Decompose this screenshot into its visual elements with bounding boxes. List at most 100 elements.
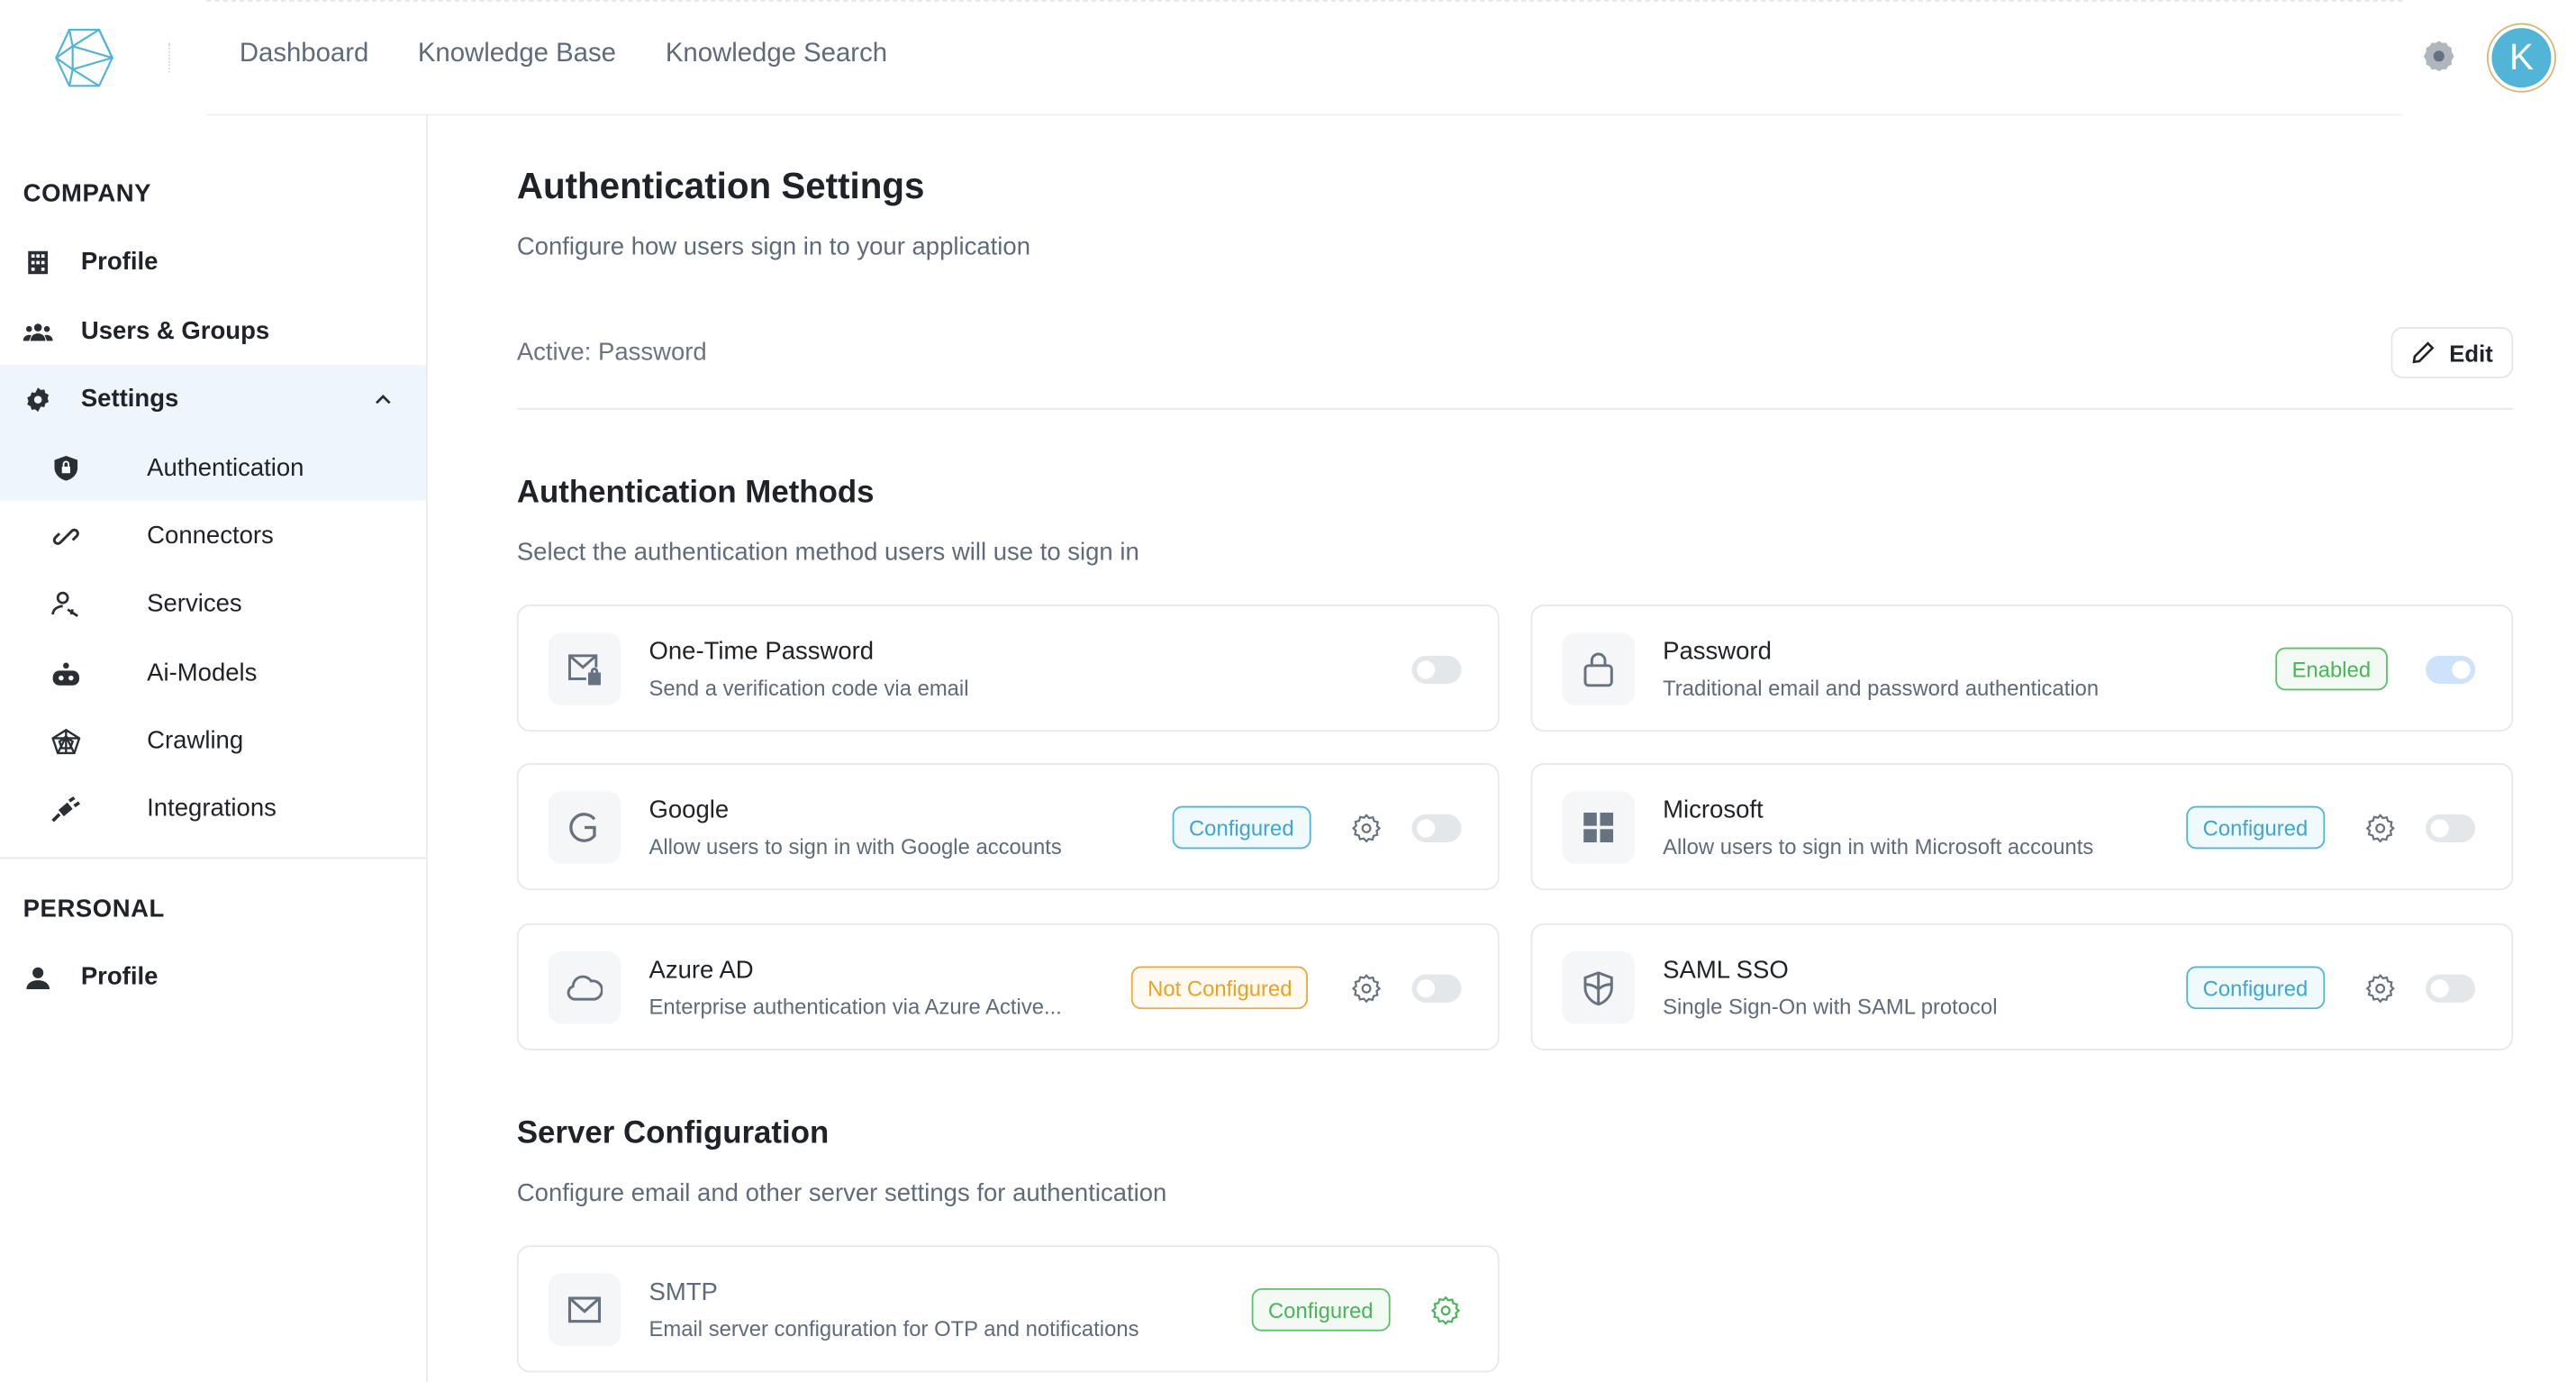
method-card-azure-ad: Azure AD Enterprise authentication via A… bbox=[516, 923, 1500, 1050]
server-card-smtp: SMTP Email server configuration for OTP … bbox=[516, 1245, 1500, 1373]
gear-icon[interactable] bbox=[2364, 813, 2396, 844]
server-title: SMTP bbox=[649, 1277, 718, 1307]
method-title: Microsoft bbox=[1663, 796, 1764, 824]
method-title: Password bbox=[1663, 637, 1772, 666]
method-title: SAML SSO bbox=[1663, 956, 1789, 985]
lock-icon bbox=[1562, 632, 1635, 705]
status-badge: Enabled bbox=[2275, 647, 2388, 691]
avatar[interactable]: K bbox=[2486, 23, 2556, 93]
hexagon-logo[interactable] bbox=[53, 26, 116, 89]
active-method: Active: Password bbox=[516, 338, 707, 367]
pencil-icon bbox=[2413, 341, 2435, 364]
sidebar-divider bbox=[0, 857, 426, 859]
top-header: Dashboard Knowledge Base Knowledge Searc… bbox=[0, 0, 2576, 116]
azure-ad-toggle[interactable] bbox=[1411, 974, 1462, 1003]
header-bottom-border bbox=[206, 114, 2403, 116]
password-toggle[interactable] bbox=[2426, 655, 2476, 684]
sidebar-item-company-profile[interactable]: Profile bbox=[0, 228, 426, 295]
sidebar-item-label: Ai-Models bbox=[147, 659, 258, 687]
robot-icon bbox=[51, 659, 81, 688]
method-card-password: Password Traditional email and password … bbox=[1530, 604, 2514, 732]
google-toggle[interactable] bbox=[1411, 814, 1462, 842]
shield-lock-icon bbox=[51, 453, 81, 483]
sidebar-item-ai-models[interactable]: Ai-Models bbox=[0, 639, 426, 706]
method-card-saml-sso: SAML SSO Single Sign-On with SAML protoc… bbox=[1530, 923, 2514, 1050]
sidebar-item-integrations[interactable]: Integrations bbox=[0, 775, 426, 842]
header-top-border bbox=[206, 0, 2403, 2]
sidebar-item-users-groups[interactable]: Users & Groups bbox=[0, 297, 426, 365]
status-badge: Configured bbox=[1172, 805, 1311, 850]
plug-icon bbox=[51, 794, 81, 823]
users-icon bbox=[23, 316, 53, 346]
avatar-letter: K bbox=[2491, 28, 2552, 88]
gear-icon[interactable] bbox=[2421, 38, 2457, 74]
server-config-subtitle: Configure email and other server setting… bbox=[516, 1178, 1167, 1208]
sidebar-item-services[interactable]: Services bbox=[0, 569, 426, 637]
sidebar-item-label: Integrations bbox=[147, 794, 277, 823]
shield-icon bbox=[1562, 950, 1635, 1024]
sidebar-item-label: Connectors bbox=[147, 522, 274, 550]
header-separator bbox=[168, 42, 170, 73]
status-badge: Configured bbox=[2186, 805, 2325, 850]
otp-toggle[interactable] bbox=[1411, 655, 1462, 684]
gear-icon[interactable] bbox=[2364, 973, 2396, 1005]
link-icon bbox=[51, 521, 81, 550]
nav-knowledge-search[interactable]: Knowledge Search bbox=[665, 39, 888, 68]
method-desc: Allow users to sign in with Google accou… bbox=[649, 833, 1062, 859]
mail-lock-icon bbox=[548, 632, 621, 705]
sidebar-item-crawling[interactable]: Crawling bbox=[0, 707, 426, 775]
sidebar-item-label: Authentication bbox=[147, 454, 304, 483]
status-badge: Configured bbox=[1251, 1287, 1390, 1332]
cloud-icon bbox=[548, 950, 621, 1024]
sidebar-item-settings[interactable]: Settings bbox=[0, 365, 426, 432]
chevron-up-icon[interactable] bbox=[375, 393, 391, 405]
method-desc: Enterprise authentication via Azure Acti… bbox=[649, 994, 1062, 1020]
google-icon bbox=[548, 791, 621, 864]
method-desc: Traditional email and password authentic… bbox=[1663, 675, 2100, 701]
microsoft-toggle[interactable] bbox=[2426, 814, 2476, 842]
windows-icon bbox=[1562, 791, 1635, 864]
status-badge: Configured bbox=[2186, 966, 2325, 1010]
method-card-otp: One-Time Password Send a verification co… bbox=[516, 604, 1500, 732]
sidebar-item-label: Crawling bbox=[147, 726, 244, 755]
gear-icon[interactable] bbox=[1430, 1295, 1462, 1326]
method-desc: Send a verification code via email bbox=[649, 675, 969, 701]
page-title: Authentication Settings bbox=[516, 165, 925, 207]
section-divider bbox=[516, 407, 2514, 410]
sidebar-item-label: Services bbox=[147, 589, 242, 618]
method-desc: Allow users to sign in with Microsoft ac… bbox=[1663, 833, 2094, 859]
sidebar-item-authentication[interactable]: Authentication bbox=[0, 434, 426, 502]
method-card-google: Google Allow users to sign in with Googl… bbox=[516, 762, 1500, 891]
method-title: One-Time Password bbox=[649, 637, 875, 666]
building-icon bbox=[23, 247, 53, 277]
method-title: Google bbox=[649, 796, 730, 824]
sidebar-item-label: Users & Groups bbox=[80, 316, 270, 346]
edit-button[interactable]: Edit bbox=[2390, 326, 2514, 378]
sidebar-item-label: Profile bbox=[80, 962, 159, 991]
user-icon bbox=[23, 962, 53, 992]
section-title-personal: PERSONAL bbox=[23, 895, 165, 923]
sidebar: COMPANY Profile Users & Groups Settings … bbox=[0, 115, 428, 1382]
method-desc: Single Sign-On with SAML protocol bbox=[1663, 994, 1998, 1020]
methods-title: Authentication Methods bbox=[516, 475, 875, 511]
mail-icon bbox=[548, 1273, 621, 1347]
method-card-microsoft: Microsoft Allow users to sign in with Mi… bbox=[1530, 762, 2514, 891]
section-title-company: COMPANY bbox=[23, 179, 152, 208]
gear-icon[interactable] bbox=[1351, 813, 1383, 844]
spider-web-icon bbox=[51, 726, 81, 756]
nav-dashboard[interactable]: Dashboard bbox=[239, 39, 369, 68]
sidebar-item-personal-profile[interactable]: Profile bbox=[0, 943, 426, 1011]
sidebar-item-connectors[interactable]: Connectors bbox=[0, 502, 426, 569]
server-config-title: Server Configuration bbox=[516, 1116, 830, 1151]
edit-label: Edit bbox=[2449, 339, 2493, 367]
status-badge: Not Configured bbox=[1130, 966, 1309, 1010]
methods-subtitle: Select the authentication method users w… bbox=[516, 538, 1139, 567]
saml-sso-toggle[interactable] bbox=[2426, 974, 2476, 1003]
sidebar-item-label: Settings bbox=[80, 385, 179, 414]
method-title: Azure AD bbox=[649, 956, 754, 985]
gear-icon bbox=[23, 384, 53, 414]
server-desc: Email server configuration for OTP and n… bbox=[649, 1316, 1139, 1341]
gear-icon[interactable] bbox=[1351, 973, 1383, 1005]
sidebar-item-label: Profile bbox=[80, 247, 159, 277]
nav-knowledge-base[interactable]: Knowledge Base bbox=[417, 39, 616, 68]
